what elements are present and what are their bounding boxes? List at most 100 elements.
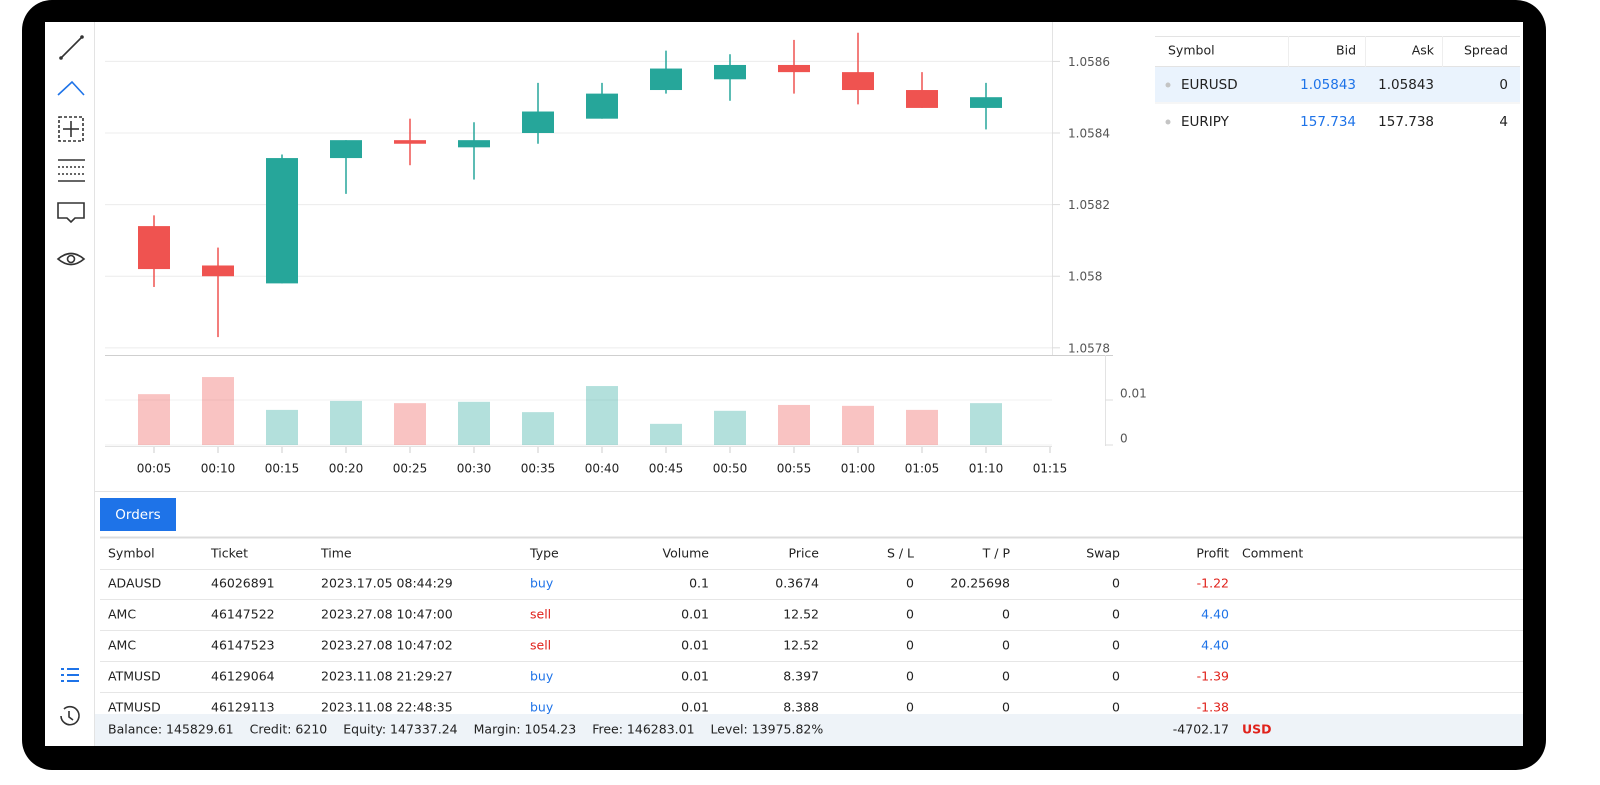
order-cell: 20.25698 [950,576,1010,591]
order-cell: 0 [1112,638,1120,653]
order-cell: 12.52 [783,607,819,622]
watchlist: Symbol Bid Ask Spread EURUSD 1.05843 1.05843 0 E… [1155,36,1520,130]
x-tick-label: 00:40 [585,462,620,476]
volume-bar [650,423,682,445]
visibility-tool[interactable] [56,252,86,266]
volume-bar [138,394,170,445]
order-cell: 0.1 [689,576,709,591]
column-header: Type [529,546,559,561]
lines-tool[interactable] [58,159,85,182]
volume-bar [586,386,618,445]
volume-bar [458,401,490,445]
crosshair-tool[interactable] [58,116,84,142]
row-dot [1165,82,1171,88]
watchlist-cell[interactable]: 4 [1499,114,1508,130]
column-header: Profit [1196,546,1229,561]
order-cell: 2023.11.08 21:29:27 [321,669,453,684]
order-cell: buy [530,669,554,684]
x-tick-label: 00:55 [777,462,812,476]
order-cell: 46129113 [211,700,275,715]
icon [59,56,63,60]
candle-body [522,111,554,133]
total-profit: -4702.17 [1173,722,1229,737]
history-button[interactable] [60,705,80,726]
watchlist-header: Symbol [1168,43,1215,58]
screen [45,22,1523,746]
orders-list-button[interactable] [61,668,79,682]
order-cell: 0 [906,700,914,715]
candle-body [458,140,490,148]
candle-body [842,72,874,91]
order-cell: 0.01 [681,607,709,622]
volume-bar [906,409,938,445]
volume-bar [394,403,426,445]
order-cell: 0 [1002,669,1010,684]
watchlist-header: Ask [1412,43,1435,58]
order-cell: 46026891 [211,576,275,591]
fibo-tool[interactable] [57,80,85,96]
order-cell: 8.388 [783,700,819,715]
text-tool[interactable] [57,202,85,224]
watchlist-cell[interactable]: 157.734 [1300,114,1356,130]
watchlist-cell[interactable]: 0 [1499,77,1508,93]
column-header: Symbol [108,546,155,561]
toolbar-bg [45,22,95,746]
order-cell: 2023.17.05 08:44:29 [321,576,453,591]
column-header: Ticket [210,546,248,561]
watchlist-cell[interactable]: 1.05843 [1378,77,1434,93]
column-header: Price [789,546,820,561]
watchlist-header: Bid [1336,43,1356,58]
icon [56,252,86,266]
account-field: Credit: 6210 [250,722,328,737]
order-cell: ATMUSD [108,669,161,684]
order-cell: 46147522 [211,607,275,622]
order-cell: 4.40 [1201,607,1229,622]
order-cell: 0 [1112,700,1120,715]
order-cell: -1.38 [1197,700,1229,715]
volume-bar [522,412,554,445]
y-tick-label: 1.0582 [1068,198,1110,212]
x-tick-label: 00:05 [137,462,172,476]
watchlist-cell[interactable]: EURUSD [1181,77,1238,93]
order-cell: buy [530,576,554,591]
order-cell: 0 [1002,607,1010,622]
watchlist-cell[interactable]: 157.738 [1378,114,1434,130]
trendline-tool[interactable] [59,35,84,60]
icon [57,80,85,96]
watchlist-cell[interactable]: EURJPY [1181,114,1230,130]
order-cell: 0 [906,607,914,622]
candle-body [330,140,362,159]
orders-table: Symbol Ticket Time Type Volume Price S / L T / … [100,546,1523,715]
order-cell: 2023.27.08 10:47:02 [321,638,453,653]
icon [57,202,85,224]
order-cell: sell [530,607,551,622]
account-field: Free: 146283.01 [592,722,694,737]
x-tick-label: 00:30 [457,462,492,476]
account-field: Equity: 147337.24 [343,722,457,737]
order-cell: buy [530,700,554,715]
x-tick-label: 00:20 [329,462,364,476]
candle-body [906,90,938,108]
watchlist-header: Spread [1464,43,1508,58]
order-cell: 0.01 [681,700,709,715]
orders-tab-label[interactable]: Orders [115,507,160,523]
column-header: Comment [1242,546,1303,561]
y-tick-label: 1.0586 [1068,55,1110,69]
x-tick-label: 00:15 [265,462,300,476]
column-header: Swap [1086,546,1120,561]
icon [60,705,80,726]
order-cell: AMC [108,638,136,653]
candle-body [138,226,170,270]
candlestick-chart: 1.0578 1.058 1.0582 1.0584 1.0586 0 0.01 00:05 0… [105,32,1147,476]
order-cell: -1.39 [1197,669,1229,684]
watchlist-cell[interactable]: 1.05843 [1300,77,1356,93]
volume-bar [266,409,298,445]
order-cell: 0 [1112,607,1120,622]
x-tick-label: 01:05 [905,462,940,476]
orders-tab[interactable] [100,498,176,531]
candle-body [394,140,426,144]
candle-body [714,64,746,80]
order-cell: 0.01 [681,669,709,684]
icon [66,254,76,264]
x-tick-label: 00:50 [713,462,748,476]
